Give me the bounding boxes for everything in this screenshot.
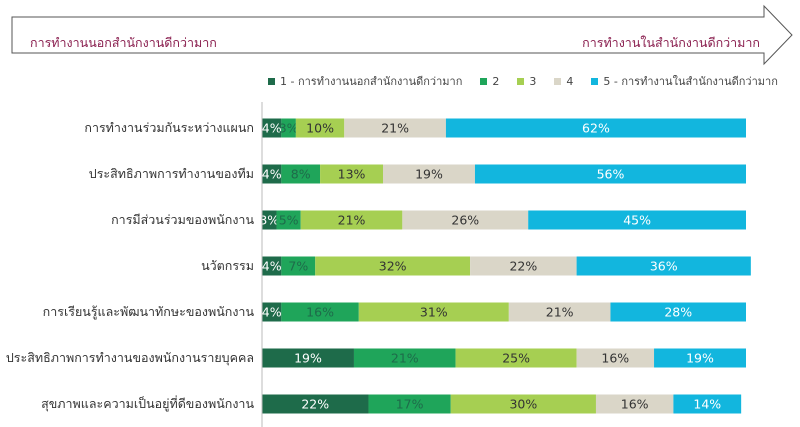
bar-segment [445,118,746,138]
bar-segment [576,256,751,276]
legend-item: 4 [554,75,573,88]
data-label: 21% [381,121,409,136]
data-label: 45% [623,213,651,228]
data-label: 19% [415,167,443,182]
category-label: ประสิทธิภาพการทำงานของพนักงานรายบุคคล [6,350,254,366]
data-label: 26% [451,213,479,228]
data-label: 13% [338,167,366,182]
bar-segment [595,394,674,414]
legend-label: 2 [492,74,500,88]
data-label: 3% [259,213,279,228]
category-label: สุขภาพและความเป็นอยู่ที่ดีของพนักงาน [41,395,254,412]
data-label: 32% [379,259,407,274]
legend-swatch [591,77,599,85]
data-label: 19% [686,351,714,366]
data-label: 14% [693,397,721,412]
bar-segment [344,118,446,138]
legend-swatch [480,77,488,85]
data-label: 16% [306,305,334,320]
bar-segment [358,302,509,322]
bar-segment [262,118,282,138]
bar-segment [262,164,282,184]
bar-segment [610,302,746,322]
data-label: 62% [582,121,610,136]
bar-segment [262,302,282,322]
bar-segment [528,210,746,230]
data-label: 8% [291,167,311,182]
data-label: 7% [288,259,308,274]
bar-segment [281,164,321,184]
bar-segment [654,348,746,368]
bar-segment [262,348,354,368]
legend-swatch [554,77,562,85]
data-label: 4% [262,121,282,136]
bar-segment [508,302,611,322]
data-label: 3% [279,121,299,136]
bar-segment [576,348,655,368]
bar-segment [383,164,475,184]
data-label: 28% [664,305,692,320]
data-label: 16% [621,397,649,412]
legend-label: 3 [529,74,537,88]
legend-label: 5 - การทำงานในสำนักงานดีกว่ามาก [603,75,778,88]
legend-item: 1 - การทำงานนอกสำนักงานดีกว่ามาก [268,72,462,90]
bar-segment [262,394,369,414]
bar-segment [673,394,742,414]
data-label: 4% [262,259,282,274]
header-arrow [11,4,793,66]
data-label: 19% [294,351,322,366]
bar-segment [368,394,451,414]
category-label: นวัตกรรม [201,258,254,273]
legend-item: 3 [517,75,536,88]
arrow-right-label: การทำงานในสำนักงานดีกว่ามาก [582,35,760,50]
data-label: 22% [301,397,329,412]
chart-legend: 1 - การทำงานนอกสำนักงานดีกว่ามาก 2 3 4 5 - ก… [268,72,778,90]
bar-segment [353,348,456,368]
data-label: 56% [597,167,625,182]
bar-segment [315,256,471,276]
bar-segment [281,256,316,276]
data-label: 36% [650,259,678,274]
data-label: 17% [396,397,424,412]
header-arrow-shape [11,4,793,66]
data-label: 31% [420,305,448,320]
data-label: 25% [502,351,530,366]
bar-segment [262,210,277,230]
bar-segment [402,210,529,230]
bar-segment [474,164,746,184]
data-label: 22% [509,259,537,274]
data-label: 21% [391,351,419,366]
legend-swatch [268,77,275,85]
data-label: 30% [509,397,537,412]
bar-segment [281,302,359,322]
legend-label: 1 - การทำงานนอกสำนักงานดีกว่ามาก [280,75,463,88]
legend-item: 5 - การทำงานในสำนักงานดีกว่ามาก [591,72,778,90]
data-label: 16% [601,351,629,366]
data-label: 4% [262,305,282,320]
bar-segment [470,256,577,276]
legend-swatch [517,77,525,85]
data-label: 4% [262,167,282,182]
category-label: การมีส่วนร่วมของพนักงาน [111,212,254,227]
bar-segment [320,164,383,184]
category-label: ประสิทธิภาพการทำงานของทีม [89,166,254,181]
legend-label: 4 [566,74,574,88]
bar-segment [455,348,577,368]
data-label: 5% [279,213,299,228]
bar-segment [276,210,301,230]
arrow-left-label: การทำงานนอกสำนักงานดีกว่ามาก [30,35,217,50]
data-label: 21% [546,305,574,320]
bar-segment [281,118,296,138]
category-label: การเรียนรู้และพัฒนาทักษะของพนักงาน [43,304,255,320]
data-label: 10% [306,121,334,136]
bar-segment [262,256,282,276]
bar-segment [300,210,403,230]
bar-segment [295,118,345,138]
category-label: การทำงานร่วมกันระหว่างแผนก [84,120,254,135]
bar-segment [450,394,596,414]
data-label: 21% [338,213,366,228]
legend-item: 2 [480,75,499,88]
